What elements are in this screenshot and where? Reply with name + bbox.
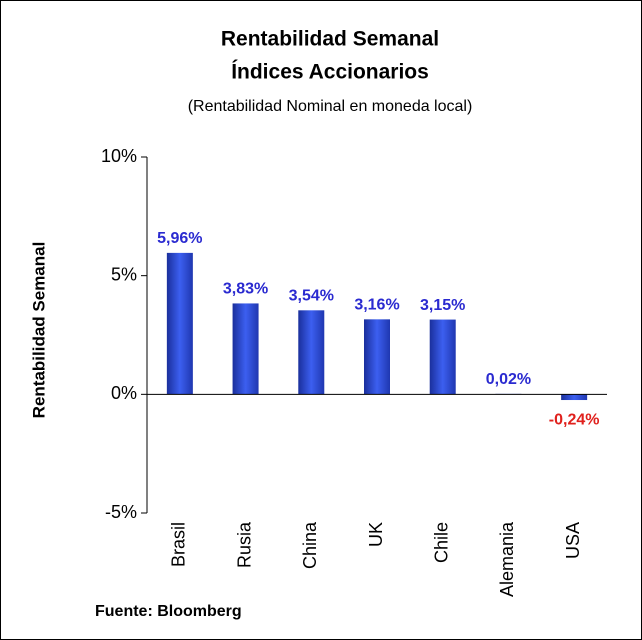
y-tick-label: 5% (111, 264, 137, 284)
chart-subtitle: Índices Accionarios (231, 61, 429, 84)
x-tick-label: Chile (431, 522, 451, 563)
x-tick-label: Rusia (234, 521, 254, 568)
value-label: -0,24% (549, 412, 600, 429)
bar (232, 303, 259, 395)
value-label: 0,02% (486, 371, 531, 388)
chart-note: (Rentabilidad Nominal en moneda local) (188, 98, 473, 115)
bar (166, 252, 193, 395)
value-label: 3,83% (223, 281, 268, 298)
value-label: 3,16% (354, 297, 399, 314)
value-label: 5,96% (157, 230, 202, 247)
x-tick-label: USA (563, 522, 583, 559)
y-axis-label: Rentabilidad Semanal (29, 242, 48, 419)
value-label: 3,54% (289, 288, 334, 305)
x-tick-label: Brasil (169, 522, 189, 567)
bar (561, 394, 588, 401)
bar (364, 319, 390, 395)
chart-title: Rentabilidad Semanal (221, 28, 439, 51)
bar (429, 319, 456, 395)
x-tick-label: UK (366, 522, 386, 547)
x-tick-label: China (300, 521, 320, 569)
y-tick-label: 10% (101, 146, 137, 166)
y-tick-label: -5% (105, 502, 137, 522)
value-label: 3,15% (420, 297, 465, 314)
x-tick-label: Alemania (497, 521, 517, 597)
bar (298, 310, 325, 395)
y-tick-label: 0% (111, 383, 137, 403)
source: Fuente: Bloomberg (95, 603, 242, 620)
